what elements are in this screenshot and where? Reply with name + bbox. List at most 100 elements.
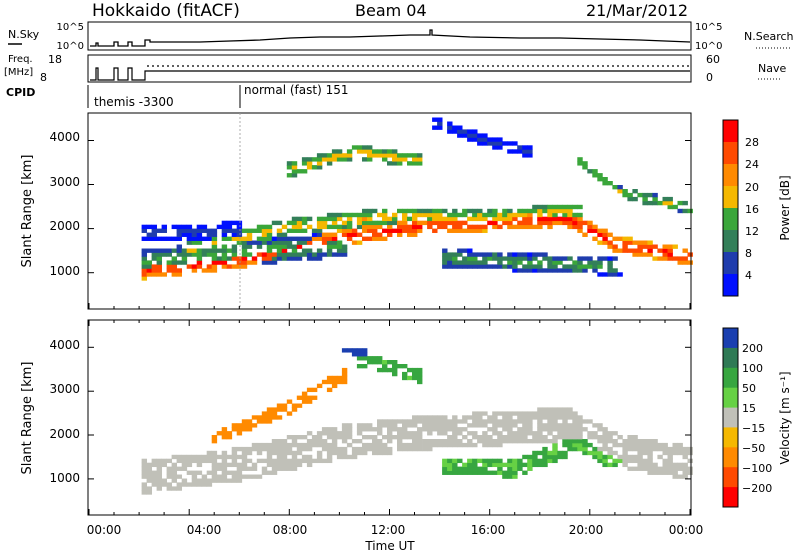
velocity-cell xyxy=(552,411,558,416)
power-cell xyxy=(432,220,438,226)
power-cell xyxy=(186,236,193,241)
velocity-cell xyxy=(522,419,528,424)
power-cell xyxy=(196,252,203,257)
velocity-cell xyxy=(402,446,408,452)
power-cell xyxy=(472,137,478,142)
power-cell xyxy=(281,240,288,245)
power-cell xyxy=(296,224,303,230)
velocity-cell xyxy=(211,478,218,483)
nsearch-tick-top: 10^5 xyxy=(695,22,722,33)
power-cell xyxy=(587,264,593,269)
power-cell xyxy=(221,248,228,253)
velocity-cell xyxy=(407,435,413,440)
power-cell xyxy=(652,200,658,206)
power-cell xyxy=(281,252,288,257)
velocity-cell xyxy=(572,419,578,424)
power-cell xyxy=(457,224,463,230)
velocity-cell xyxy=(532,439,538,444)
power-cell xyxy=(356,149,363,154)
power-cell xyxy=(171,272,178,277)
velocity-cell xyxy=(677,466,683,471)
velocity-cell xyxy=(537,439,543,444)
power-cell xyxy=(291,224,298,230)
velocity-cell xyxy=(487,462,493,468)
power-cell xyxy=(151,272,158,277)
power-cell xyxy=(612,248,618,253)
velocity-cell xyxy=(201,478,208,483)
velocity-colorbar-swatch xyxy=(723,367,738,389)
power-cell xyxy=(286,161,293,166)
velocity-cell xyxy=(306,446,313,452)
velocity-cell xyxy=(341,375,348,381)
power-cell xyxy=(341,220,348,226)
power-cell xyxy=(622,236,628,241)
power-cell xyxy=(141,224,148,230)
power-cell xyxy=(176,244,183,249)
velocity-cell xyxy=(362,427,368,432)
power-cell xyxy=(647,252,653,257)
power-cell xyxy=(687,260,693,265)
power-cell xyxy=(467,264,473,269)
power-cell xyxy=(231,236,238,241)
velocity-cell xyxy=(652,462,658,468)
power-cell xyxy=(291,169,298,174)
velocity-cell xyxy=(141,470,148,475)
power-cell xyxy=(677,200,683,206)
velocity-cell xyxy=(482,458,488,464)
velocity-cell xyxy=(221,431,228,436)
power-cell xyxy=(582,232,588,237)
power-cell xyxy=(402,228,408,233)
velocity-cell xyxy=(151,482,158,487)
power-cell xyxy=(151,252,158,257)
power-cell xyxy=(557,256,563,261)
velocity-cbar-tick-m200: −200 xyxy=(742,482,772,495)
power-cell xyxy=(477,137,483,142)
velocity-cell xyxy=(572,423,578,428)
power-cell xyxy=(326,244,333,249)
power-cell xyxy=(482,256,488,261)
power-cell xyxy=(326,212,333,218)
velocity-cell xyxy=(582,446,588,452)
velocity-cell xyxy=(341,446,348,452)
velocity-cell xyxy=(502,419,508,424)
power-cell xyxy=(336,240,343,245)
power-cell xyxy=(296,236,303,241)
velocity-cell xyxy=(467,439,473,444)
velocity-cell xyxy=(326,427,333,432)
velocity-cell xyxy=(482,435,488,440)
power-cell xyxy=(231,244,238,249)
velocity-cell xyxy=(206,478,213,483)
power-cell xyxy=(572,204,578,210)
velocity-cell xyxy=(572,435,578,440)
velocity-ylabel: Slant Range [km] xyxy=(20,362,35,475)
power-cell xyxy=(407,216,413,222)
power-cell xyxy=(682,260,688,265)
velocity-cell xyxy=(291,462,298,468)
velocity-cell xyxy=(517,419,523,424)
power-cell xyxy=(532,204,538,210)
power-cell xyxy=(512,149,518,154)
velocity-cell xyxy=(397,435,403,440)
velocity-cell xyxy=(261,442,268,448)
power-cell xyxy=(382,149,388,154)
power-cell xyxy=(211,248,218,253)
power-cell xyxy=(367,228,373,233)
velocity-cell xyxy=(241,423,248,428)
power-cell xyxy=(537,204,543,210)
power-cell xyxy=(507,141,513,146)
power-cell xyxy=(622,240,628,245)
velocity-cell xyxy=(331,375,338,381)
power-cell xyxy=(276,228,283,233)
velocity-cell xyxy=(191,458,198,464)
velocity-cell xyxy=(442,439,448,444)
velocity-cell xyxy=(592,435,598,440)
velocity-cell xyxy=(301,391,308,396)
velocity-cell xyxy=(276,458,283,464)
velocity-cell xyxy=(221,462,228,468)
velocity-cell xyxy=(567,446,573,452)
velocity-cell xyxy=(216,474,223,479)
power-cell xyxy=(502,220,508,226)
velocity-cell xyxy=(356,427,363,432)
power-cell xyxy=(567,256,573,261)
power-cell xyxy=(517,252,523,257)
